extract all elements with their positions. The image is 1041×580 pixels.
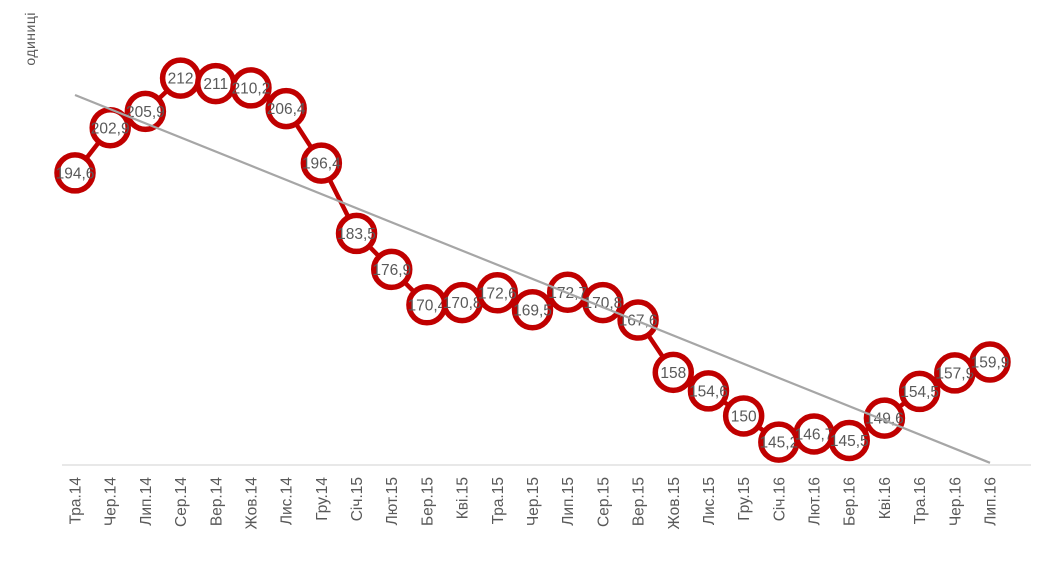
data-point-marker bbox=[863, 397, 906, 439]
data-point-label: 210,2 bbox=[232, 81, 271, 98]
x-tick-label: Тра.16 bbox=[912, 477, 929, 524]
data-point-label: 169,5 bbox=[513, 302, 552, 319]
data-point-label: 206,4 bbox=[267, 101, 306, 118]
y-axis-title: одиниці bbox=[22, 12, 38, 66]
data-point-marker bbox=[898, 370, 941, 413]
x-tick-label: Лип.14 bbox=[138, 477, 155, 526]
x-tick-label: Чер.16 bbox=[947, 477, 964, 526]
data-point-label: 146,7 bbox=[795, 427, 834, 444]
series-line bbox=[73, 75, 991, 445]
data-point-marker bbox=[969, 341, 1011, 383]
x-tick-label: Вер.15 bbox=[631, 477, 648, 526]
data-point-label: 205,9 bbox=[126, 104, 165, 121]
x-tick-label: Сер.15 bbox=[595, 477, 612, 527]
data-point-label: 172,6 bbox=[478, 285, 517, 302]
data-point-marker bbox=[370, 248, 413, 291]
data-point-label: 159,9 bbox=[971, 355, 1010, 372]
data-point-label: 202,9 bbox=[91, 120, 130, 137]
x-tick-label: Кві.16 bbox=[877, 477, 894, 519]
x-tick-label: Гру.14 bbox=[314, 477, 331, 521]
x-tick-label: Чер.15 bbox=[525, 477, 542, 526]
data-point-marker bbox=[300, 142, 343, 184]
data-point-label: 145,5 bbox=[830, 433, 869, 450]
data-point-label: 211 bbox=[203, 76, 228, 93]
x-tick-label: Лис.15 bbox=[701, 477, 718, 525]
data-point-marker bbox=[687, 370, 730, 412]
data-point-label: 170,4 bbox=[408, 297, 447, 314]
x-tick-label: Лип.15 bbox=[560, 477, 577, 526]
x-tick-label: Бер.15 bbox=[419, 477, 436, 526]
x-tick-label: Лют.16 bbox=[807, 477, 824, 525]
data-point-label: 196,4 bbox=[302, 156, 341, 173]
x-tick-label: Лип.16 bbox=[983, 477, 1000, 526]
data-point-label: 145,2 bbox=[759, 435, 798, 452]
data-point-marker bbox=[722, 395, 765, 437]
data-point-marker bbox=[617, 299, 659, 341]
x-tick-label: Лис.14 bbox=[279, 477, 296, 526]
x-tick-label: Тра.15 bbox=[490, 477, 507, 524]
x-tick-label: Січ.16 bbox=[771, 477, 788, 521]
x-tick-label: Лют.15 bbox=[384, 477, 401, 525]
data-point-marker bbox=[476, 272, 519, 314]
x-tick-label: Гру.15 bbox=[736, 477, 753, 521]
data-point-marker bbox=[652, 351, 695, 394]
data-point-marker bbox=[335, 212, 378, 255]
data-point-marker bbox=[54, 152, 96, 194]
x-tick-label: Сер.14 bbox=[173, 477, 190, 527]
x-tick-label: Вер.14 bbox=[208, 477, 225, 527]
data-point-marker bbox=[265, 87, 307, 130]
trendline bbox=[74, 93, 991, 464]
data-point-label: 157,9 bbox=[935, 365, 974, 382]
x-tick-label: Бер.16 bbox=[842, 477, 859, 526]
data-point-label: 170,8 bbox=[583, 295, 622, 312]
x-tick-label: Жов.15 bbox=[666, 477, 683, 530]
x-tick-label: Чер.14 bbox=[103, 477, 120, 526]
data-point-label: 176,9 bbox=[372, 262, 411, 279]
x-tick-label: Тра.14 bbox=[68, 477, 85, 525]
data-point-label: 194,6 bbox=[56, 166, 95, 183]
data-point-label: 158 bbox=[660, 365, 686, 382]
x-tick-label: Кві.15 bbox=[455, 477, 472, 519]
data-point-label: 154,5 bbox=[900, 384, 939, 401]
data-point-label: 154,6 bbox=[689, 383, 728, 400]
data-point-label: 183,5 bbox=[337, 226, 376, 243]
x-tick-label: Жов.14 bbox=[243, 477, 260, 530]
data-point-label: 150 bbox=[731, 409, 757, 426]
data-point-marker bbox=[230, 67, 272, 109]
data-point-label: 212 bbox=[168, 71, 194, 88]
data-point-marker bbox=[828, 419, 870, 462]
data-point-marker bbox=[511, 288, 554, 331]
x-tick-label: Січ.15 bbox=[349, 477, 366, 521]
data-point-label: 170,8 bbox=[443, 295, 482, 312]
